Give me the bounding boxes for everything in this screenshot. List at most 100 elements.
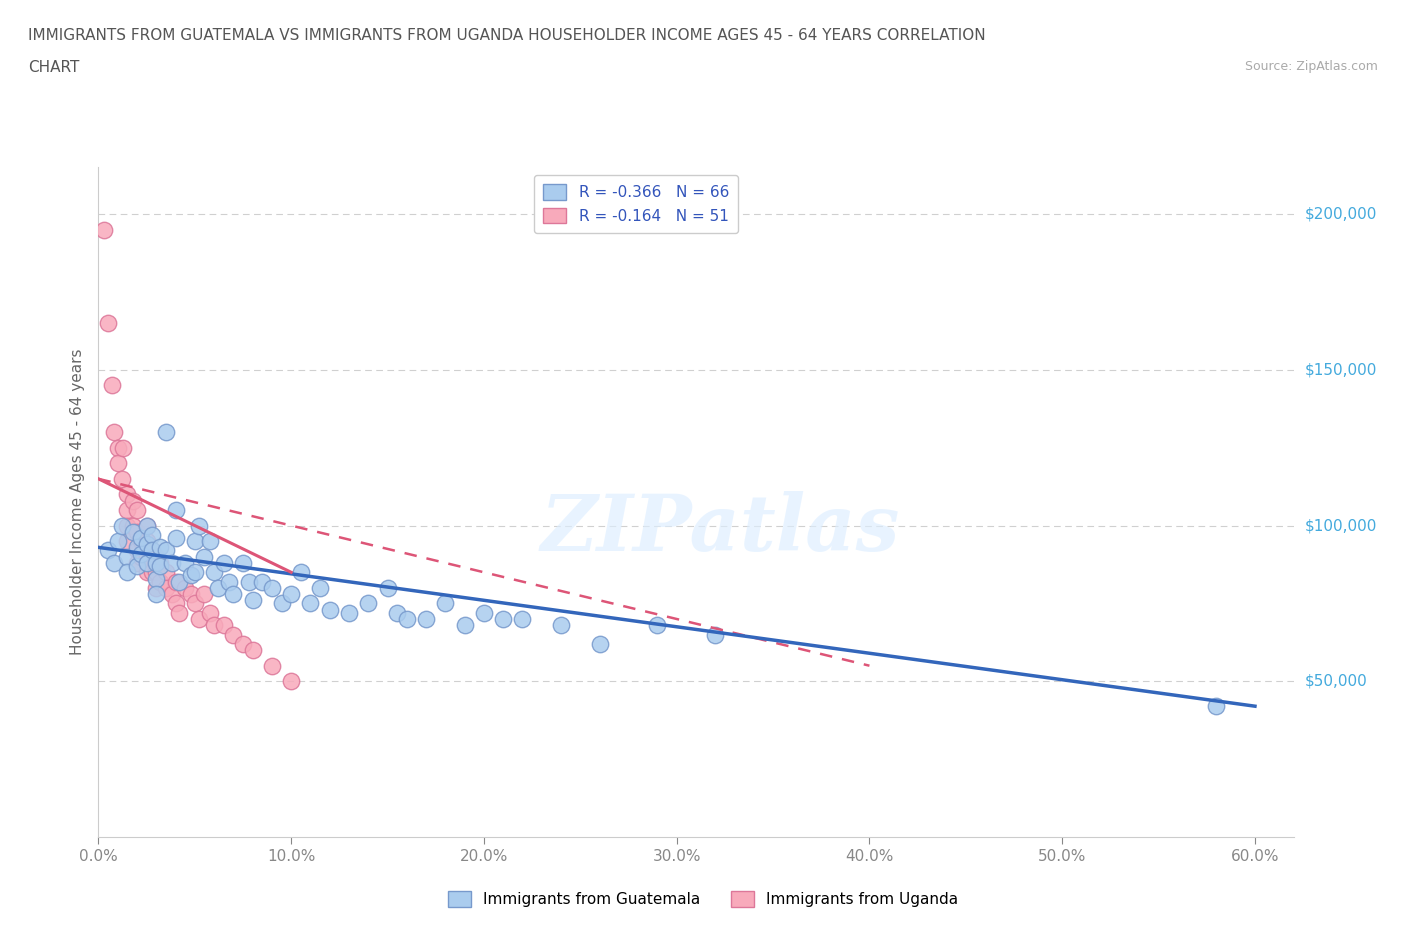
Point xyxy=(377,580,399,595)
Text: CHART: CHART xyxy=(28,60,80,75)
Point xyxy=(129,550,152,565)
Point xyxy=(141,555,163,570)
Point xyxy=(187,518,209,533)
Point xyxy=(202,565,225,579)
Point xyxy=(135,550,157,565)
Point xyxy=(232,555,254,570)
Point xyxy=(174,580,197,595)
Point xyxy=(117,518,139,533)
Point xyxy=(135,534,157,549)
Point xyxy=(550,618,572,632)
Point xyxy=(252,574,274,589)
Point xyxy=(107,440,129,455)
Point xyxy=(193,550,215,565)
Point xyxy=(472,605,495,620)
Point xyxy=(453,618,475,632)
Point xyxy=(165,502,187,517)
Point xyxy=(169,605,191,620)
Point xyxy=(149,574,172,589)
Point xyxy=(135,565,157,579)
Point xyxy=(97,543,120,558)
Point xyxy=(135,518,157,533)
Point xyxy=(122,525,145,539)
Point xyxy=(129,546,152,561)
Point xyxy=(141,527,163,542)
Point xyxy=(165,574,187,589)
Point xyxy=(125,540,148,555)
Point xyxy=(588,636,610,651)
Point xyxy=(93,222,115,237)
Point xyxy=(180,587,202,602)
Point xyxy=(704,627,727,642)
Point xyxy=(200,534,222,549)
Point xyxy=(385,605,409,620)
Point xyxy=(184,596,207,611)
Point xyxy=(222,627,245,642)
Point xyxy=(117,487,139,502)
Text: Source: ZipAtlas.com: Source: ZipAtlas.com xyxy=(1244,60,1378,73)
Point xyxy=(110,518,132,533)
Point xyxy=(135,555,157,570)
Y-axis label: Householder Income Ages 45 - 64 years: Householder Income Ages 45 - 64 years xyxy=(69,349,84,656)
Point xyxy=(212,555,235,570)
Point xyxy=(122,493,145,508)
Point xyxy=(125,502,148,517)
Point xyxy=(212,618,235,632)
Point xyxy=(180,568,202,583)
Point xyxy=(145,550,167,565)
Point xyxy=(125,543,148,558)
Text: ZIPatlas: ZIPatlas xyxy=(540,491,900,567)
Point xyxy=(97,315,120,330)
Point xyxy=(232,636,254,651)
Point xyxy=(184,565,207,579)
Point xyxy=(160,555,183,570)
Point xyxy=(337,605,360,620)
Point xyxy=(107,456,129,471)
Point xyxy=(290,565,312,579)
Text: IMMIGRANTS FROM GUATEMALA VS IMMIGRANTS FROM UGANDA HOUSEHOLDER INCOME AGES 45 -: IMMIGRANTS FROM GUATEMALA VS IMMIGRANTS … xyxy=(28,28,986,43)
Point xyxy=(145,571,167,586)
Text: $200,000: $200,000 xyxy=(1305,206,1376,221)
Point xyxy=(141,543,163,558)
Point xyxy=(1205,698,1227,713)
Point xyxy=(155,425,177,440)
Point xyxy=(107,534,129,549)
Point xyxy=(647,618,669,632)
Point xyxy=(218,574,240,589)
Legend: R = -0.366   N = 66, R = -0.164   N = 51: R = -0.366 N = 66, R = -0.164 N = 51 xyxy=(534,175,738,233)
Point xyxy=(222,587,245,602)
Point xyxy=(149,555,172,570)
Point xyxy=(160,587,183,602)
Point xyxy=(129,534,152,549)
Point xyxy=(357,596,380,611)
Point xyxy=(117,502,139,517)
Point xyxy=(145,565,167,579)
Point xyxy=(165,531,187,546)
Point xyxy=(155,543,177,558)
Point xyxy=(103,555,125,570)
Point xyxy=(145,555,167,570)
Point xyxy=(492,612,515,627)
Point xyxy=(155,580,177,595)
Point xyxy=(319,603,342,618)
Point xyxy=(103,425,125,440)
Point xyxy=(260,580,283,595)
Text: $150,000: $150,000 xyxy=(1305,363,1376,378)
Text: $50,000: $50,000 xyxy=(1305,673,1368,689)
Point xyxy=(242,592,264,607)
Point xyxy=(187,612,209,627)
Point xyxy=(145,587,167,602)
Legend: Immigrants from Guatemala, Immigrants from Uganda: Immigrants from Guatemala, Immigrants fr… xyxy=(441,884,965,913)
Point xyxy=(299,596,322,611)
Point xyxy=(155,565,177,579)
Point xyxy=(200,605,222,620)
Text: $100,000: $100,000 xyxy=(1305,518,1376,533)
Point xyxy=(165,596,187,611)
Point xyxy=(207,580,229,595)
Point xyxy=(280,587,302,602)
Point xyxy=(125,525,148,539)
Point xyxy=(202,618,225,632)
Point xyxy=(149,540,172,555)
Point xyxy=(112,440,135,455)
Point xyxy=(122,518,145,533)
